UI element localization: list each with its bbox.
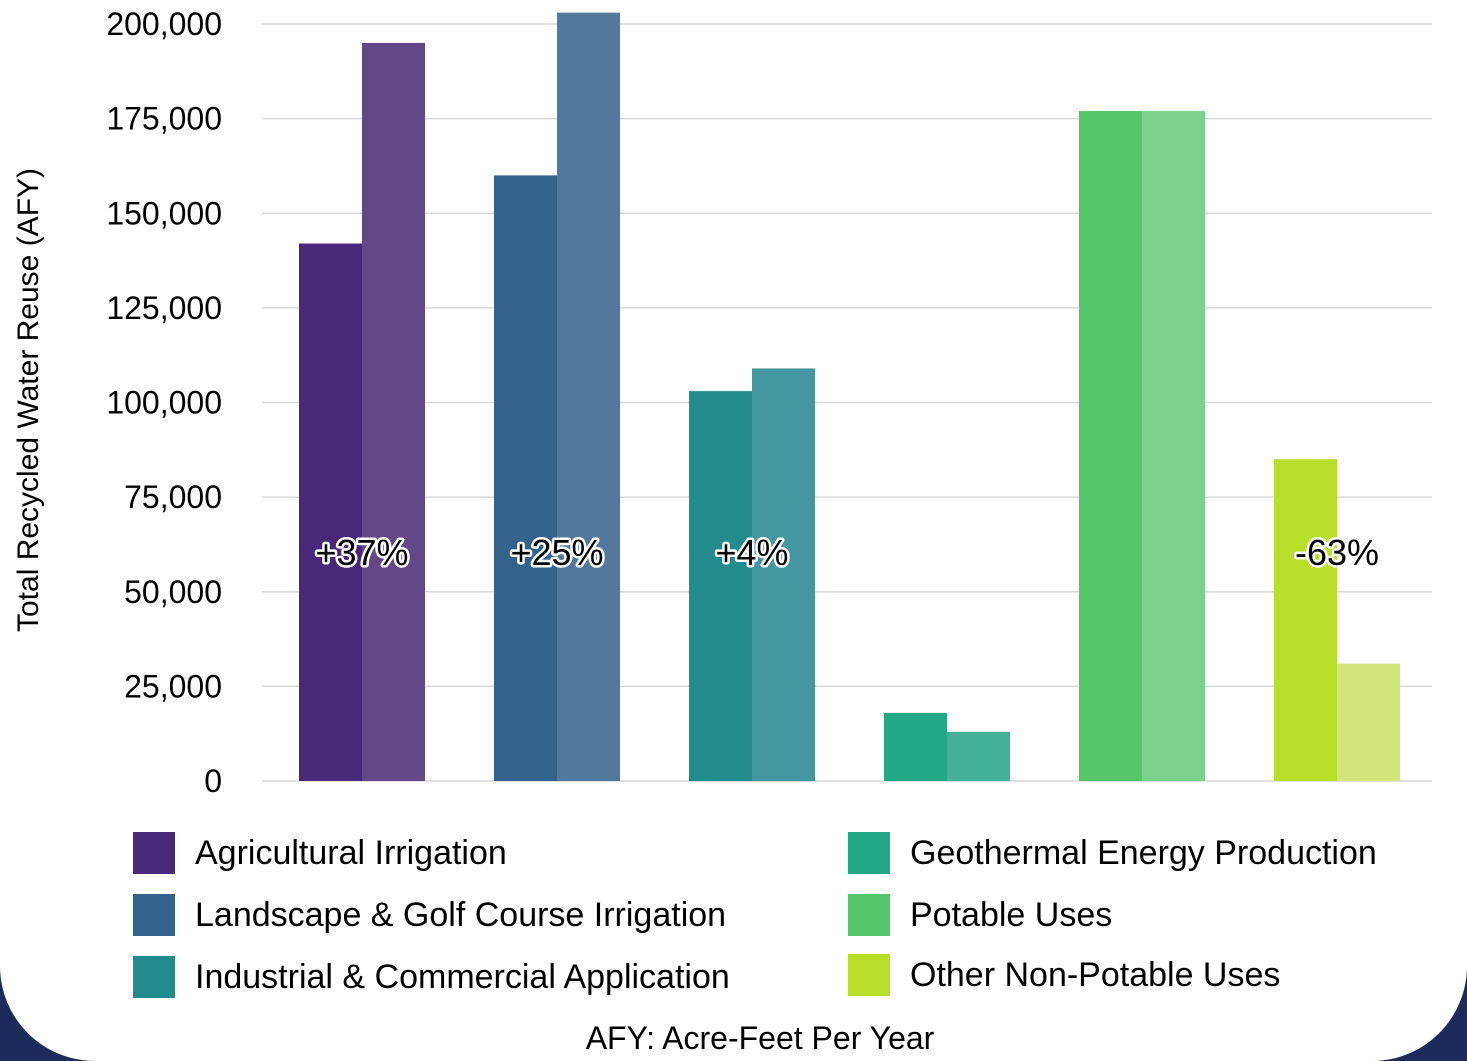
legend-swatch (133, 894, 175, 936)
y-tick-label: 0 (204, 763, 222, 799)
change-label: +37% (315, 532, 408, 573)
change-label: +4% (715, 532, 788, 573)
legend-label: Industrial & Commercial Application (195, 957, 730, 996)
bar (752, 368, 815, 781)
y-tick-label: 150,000 (106, 195, 222, 231)
legend-swatch (133, 956, 175, 998)
y-axis-ticks: 0 25,000 50,000 75,000 100,000 125,000 150,000… (106, 6, 222, 799)
change-label: -63% (1295, 532, 1379, 573)
y-axis-label: Total Recycled Water Reuse (AFY) (12, 168, 45, 632)
legend-item-geothermal: Geothermal Energy Production (848, 832, 1377, 874)
legend-item-industrial-commercial: Industrial & Commercial Application (133, 956, 730, 998)
gridlines (262, 23, 1432, 782)
bar (494, 175, 557, 781)
y-tick-label: 25,000 (124, 668, 222, 704)
change-labels: +37% +25% +4% -63% (313, 530, 1382, 576)
bar (947, 731, 1010, 781)
legend-swatch (848, 832, 890, 874)
legend-item-landscape-golf: Landscape & Golf Course Irrigation (133, 894, 726, 936)
legend-item-other-non-potable: Other Non-Potable Uses (848, 954, 1280, 996)
bar (884, 712, 947, 781)
legend-item-agricultural-irrigation: Agricultural Irrigation (133, 832, 507, 874)
change-label: +25% (510, 532, 603, 573)
legend-swatch (848, 954, 890, 996)
legend-label: Landscape & Golf Course Irrigation (195, 895, 727, 934)
bars (299, 12, 1400, 782)
y-tick-label: 100,000 (106, 385, 222, 421)
legend-label: Geothermal Energy Production (910, 833, 1377, 872)
y-tick-label: 75,000 (124, 479, 222, 515)
bar (689, 391, 752, 781)
y-tick-label: 50,000 (124, 574, 222, 610)
y-tick-label: 125,000 (106, 290, 222, 326)
legend-swatch (848, 894, 890, 936)
y-tick-label: 200,000 (106, 6, 222, 42)
legend-label: Agricultural Irrigation (195, 833, 507, 872)
bar (362, 42, 425, 782)
bar (1274, 459, 1337, 781)
bar (1337, 663, 1400, 781)
bar (1079, 111, 1142, 782)
bar (1142, 111, 1205, 782)
bar (557, 12, 620, 781)
legend-swatch (133, 832, 175, 874)
bar (299, 243, 362, 781)
legend-label: Other Non-Potable Uses (910, 955, 1281, 994)
y-tick-label: 175,000 (106, 101, 222, 137)
legend-item-potable: Potable Uses (848, 894, 1112, 936)
legend-label: Potable Uses (910, 895, 1113, 934)
footnote: AFY: Acre-Feet Per Year (585, 1020, 935, 1056)
